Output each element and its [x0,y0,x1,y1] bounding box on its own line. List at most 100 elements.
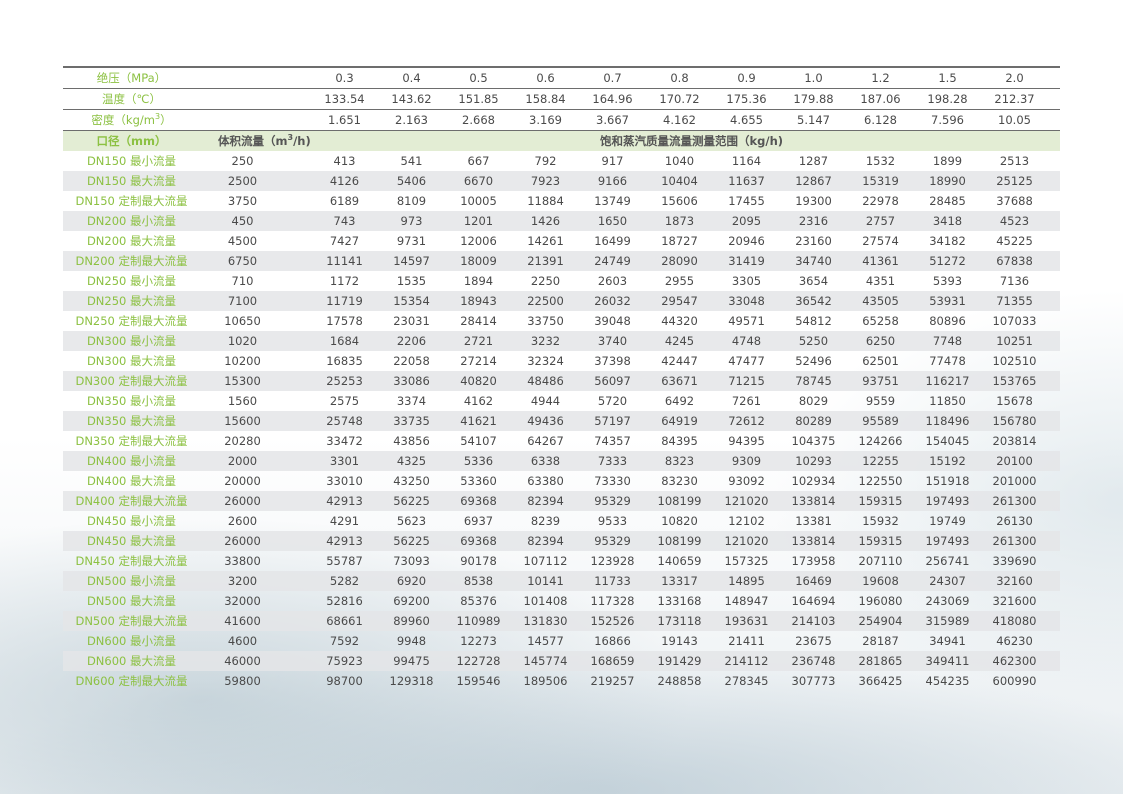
mass-flow-value: 110989 [445,611,512,631]
mass-flow-value: 84395 [661,434,698,448]
mass-flow-value: 1164 [731,154,762,168]
mass-flow-value: 14577 [527,634,564,648]
mass-flow-value: 71355 [981,291,1048,311]
mass-flow-value: 23675 [795,634,832,648]
mass-flow-value: 5336 [445,451,512,471]
row-label: DN150 定制最大流量 [75,194,188,208]
mass-flow-value: 462300 [981,651,1048,671]
mass-flow-value: 133814 [780,491,847,511]
pressure-value: 0.5 [445,66,512,89]
mass-flow-value: 168659 [579,651,646,671]
mass-flow-value: 40820 [445,371,512,391]
mass-flow-value: 197493 [914,531,981,551]
mass-flow-value: 159315 [847,531,914,551]
volume-flow-value: 1020 [200,331,311,351]
mass-flow-value: 21391 [512,251,579,271]
row-end [1048,371,1060,391]
mass-flow-value: 32324 [527,354,564,368]
mass-flow-value: 16469 [780,571,847,591]
temperature-value: 158.84 [512,88,579,110]
mass-flow-value: 20946 [728,234,765,248]
pressure-value: 0.7 [579,66,646,89]
mass-flow-value: 13749 [594,194,631,208]
mass-flow-value: 157325 [724,554,769,568]
row-label: DN250 定制最大流量 [75,314,188,328]
mass-flow-value: 5406 [378,171,445,191]
mass-flow-value: 14261 [527,234,564,248]
row-label: DN500 定制最大流量 [63,611,200,631]
mass-flow-value: 33750 [527,314,564,328]
mass-flow-value: 123928 [590,554,635,568]
temperature-label: 温度（℃） [63,88,200,110]
mass-flow-value: 9559 [865,394,896,408]
mass-flow-value: 151918 [925,474,970,488]
temperature-value: 179.88 [780,88,847,110]
mass-flow-value: 93751 [847,371,914,391]
mass-flow-value: 7748 [914,331,981,351]
mass-flow-value: 10251 [981,331,1048,351]
mass-flow-value: 22058 [393,354,430,368]
volume-flow-value: 41600 [200,611,311,631]
mass-flow-value: 26130 [996,514,1033,528]
mass-flow-value: 18943 [445,291,512,311]
row-label: DN200 最小流量 [63,211,200,231]
mass-flow-value: 248858 [657,674,702,688]
volume-flow-value: 2000 [200,451,311,471]
mass-flow-value: 6920 [378,571,445,591]
pressure-value: 2.0 [981,66,1048,89]
mass-flow-value: 11884 [527,194,564,208]
mass-flow-value: 4325 [378,451,445,471]
mass-flow-value: 56097 [579,371,646,391]
temperature-value: 175.36 [713,88,780,110]
mass-flow-value: 75923 [311,651,378,671]
mass-flow-value: 43856 [393,434,430,448]
row-end [1048,611,1060,631]
mass-flow-value: 64919 [646,411,713,431]
table-row: DN400 定制最大流量 26000 42913 56225 69368 82394 953… [63,491,1060,511]
mass-flow-value: 5250 [780,331,847,351]
mass-flow-value: 145774 [512,651,579,671]
mass-flow-value: 418080 [981,611,1048,631]
mass-flow-value: 29547 [646,291,713,311]
mass-flow-value: 48486 [512,371,579,391]
mass-flow-value: 62501 [862,354,899,368]
mass-flow-value: 73093 [393,554,430,568]
volume-flow-value: 59800 [224,674,261,688]
mass-flow-value: 154045 [925,434,970,448]
mass-flow-value: 6937 [463,514,494,528]
mass-flow-value: 236748 [780,651,847,671]
mass-flow-value: 7136 [999,274,1030,288]
mass-flow-value: 15192 [914,451,981,471]
table-row: DN250 定制最大流量 10650 17578 23031 28414 33750 390… [63,311,1060,331]
mass-flow-value: 56225 [378,531,445,551]
table-row: DN300 定制最大流量 15300 25253 33086 40820 48486 560… [63,371,1060,391]
mass-flow-value: 2095 [713,211,780,231]
mass-flow-value: 3305 [731,274,762,288]
density-value: 10.05 [981,109,1048,131]
mass-flow-value: 281865 [847,651,914,671]
mass-flow-value: 95329 [579,531,646,551]
volume-flow-value: 250 [231,154,254,168]
mass-flow-value: 14597 [378,251,445,271]
volume-flow-value: 2500 [200,171,311,191]
row-label: DN150 最小流量 [86,154,177,168]
mass-flow-value: 7592 [329,634,360,648]
volume-flow-value: 4600 [227,634,258,648]
mass-flow-value: 118496 [914,411,981,431]
table-row: DN500 最大流量 32000 52816 69200 85376 101408 1173… [63,591,1060,611]
density-value: 7.596 [914,109,981,131]
mass-flow-value: 2757 [847,211,914,231]
volume-flow-label: 体积流量（m3/h) [200,130,311,151]
volume-flow-value: 3750 [227,194,258,208]
mass-flow-value: 15932 [862,514,899,528]
row-end [1048,571,1060,591]
mass-flow-value: 26032 [579,291,646,311]
mass-flow-value: 33048 [713,291,780,311]
mass-flow-value: 9731 [396,234,427,248]
mass-flow-value: 37688 [996,194,1033,208]
mass-flow-value: 77478 [929,354,966,368]
density-value: 3.169 [512,109,579,131]
table-row: DN200 定制最大流量 6750 11141 14597 18009 21391 2474… [63,251,1060,271]
mass-flow-value: 203814 [992,434,1037,448]
row-end [1048,271,1060,291]
